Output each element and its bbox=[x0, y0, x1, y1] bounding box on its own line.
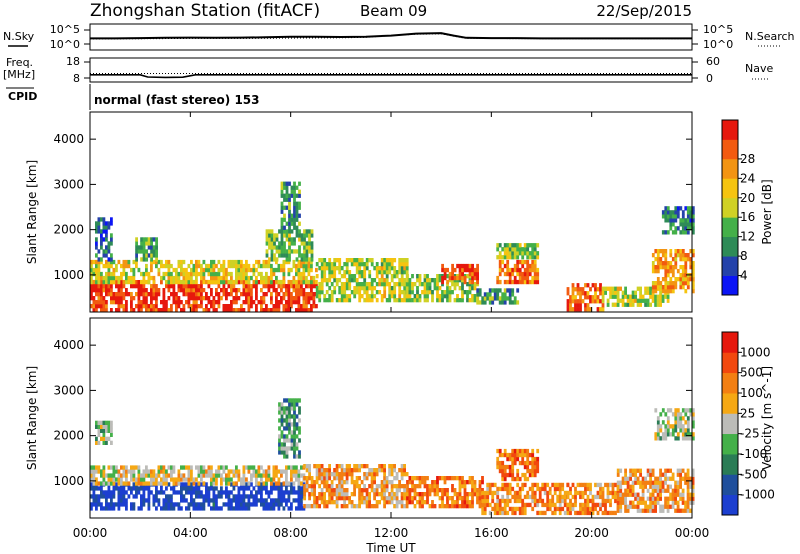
figure-title: Zhongshan Station (fitACF) bbox=[90, 1, 320, 21]
power-colorbar-tick-5: 24 bbox=[740, 171, 755, 185]
power-colorbar-swatch-5 bbox=[722, 178, 738, 199]
xtick-4: 16:00 bbox=[474, 526, 509, 540]
freq-line bbox=[90, 74, 692, 79]
power-colorbar-label: Power [dB] bbox=[760, 179, 774, 244]
date-label: 22/Sep/2015 bbox=[596, 2, 692, 20]
velocity-colorbar-swatch-5 bbox=[722, 393, 738, 414]
xtick-6: 00:00 bbox=[675, 526, 710, 540]
noise-tick-1e0-right: 10^0 bbox=[703, 38, 733, 51]
velocity-ytick-1: 2000 bbox=[53, 429, 84, 443]
noise-panel: 10^5 10^0 10^5 10^0 N.Sky N.Search bbox=[3, 23, 795, 51]
cpid-value: normal (fast stereo) 153 bbox=[94, 93, 260, 107]
power-ytick-3: 4000 bbox=[53, 132, 84, 146]
mhz-label: [MHz] bbox=[3, 68, 35, 81]
noise-tick-1e5-right: 10^5 bbox=[703, 23, 733, 36]
power-ytick-0: 1000 bbox=[53, 268, 84, 282]
velocity-colorbar-tick-6: -500 bbox=[740, 467, 767, 481]
velocity-colorbar-swatch-3 bbox=[722, 433, 738, 455]
nave-tick-0: 0 bbox=[706, 72, 713, 85]
power-colorbar-swatch-4 bbox=[722, 197, 738, 218]
velocity-ylabel: Slant Range [km] bbox=[25, 366, 39, 470]
xtick-0: 00:00 bbox=[73, 526, 108, 540]
velocity-colorbar-tick-7: -1000 bbox=[740, 488, 775, 502]
cpid-panel: CPID normal (fast stereo) 153 bbox=[6, 84, 260, 110]
power-colorbar-tick-4: 20 bbox=[740, 191, 755, 205]
power-colorbar-swatch-6 bbox=[722, 158, 738, 179]
freq-tick-18: 18 bbox=[66, 55, 80, 68]
velocity-colorbar-swatch-2 bbox=[722, 454, 738, 475]
cpid-label: CPID bbox=[8, 90, 37, 103]
velocity-colorbar-swatch-1 bbox=[722, 474, 738, 496]
power-colorbar-tick-0: 4 bbox=[740, 269, 748, 283]
power-panel: 1000 2000 3000 4000 Slant Range [km] 4 8 12 16… bbox=[25, 111, 774, 313]
velocity-xlabel: Time UT bbox=[365, 541, 416, 554]
power-ytick-2: 3000 bbox=[53, 177, 84, 191]
power-colorbar-swatch-3 bbox=[722, 217, 738, 238]
nsearch-label: N.Search bbox=[745, 30, 795, 43]
power-colorbar-swatch-8 bbox=[722, 120, 738, 140]
nave-tick-60: 60 bbox=[706, 55, 720, 68]
power-colorbar-swatch-0 bbox=[722, 275, 738, 296]
velocity-colorbar-swatch-8 bbox=[722, 332, 738, 353]
velocity-colorbar-tick-3: 25 bbox=[740, 406, 755, 420]
power-colorbar-tick-2: 12 bbox=[740, 230, 755, 244]
velocity-colorbar-tick-2: 100 bbox=[740, 386, 763, 400]
xtick-3: 12:00 bbox=[374, 526, 409, 540]
velocity-ytick-2: 3000 bbox=[53, 383, 84, 397]
beam-label: Beam 09 bbox=[360, 2, 427, 20]
power-colorbar-tick-1: 8 bbox=[740, 249, 748, 263]
power-ytick-1: 2000 bbox=[53, 223, 84, 237]
nsky-label: N.Sky bbox=[3, 30, 35, 43]
power-colorbar-swatch-7 bbox=[722, 139, 738, 160]
velocity-ytick-3: 4000 bbox=[53, 338, 84, 352]
xtick-2: 08:00 bbox=[273, 526, 308, 540]
velocity-colorbar-swatch-0 bbox=[722, 494, 738, 516]
power-ylabel: Slant Range [km] bbox=[25, 160, 39, 264]
xtick-1: 04:00 bbox=[173, 526, 208, 540]
velocity-colorbar-label: Velocity [m s^-1] bbox=[760, 366, 774, 470]
velocity-panel: 1000 2000 3000 4000 00:00 04:00 08:00 12:00 16:… bbox=[25, 112, 775, 554]
velocity-colorbar-tick-4: -25 bbox=[740, 427, 760, 441]
velocity-colorbar-tick-0: 1000 bbox=[740, 345, 771, 359]
xtick-5: 20:00 bbox=[574, 526, 609, 540]
velocity-colorbar-tick-1: 500 bbox=[740, 366, 763, 380]
freq-label: Freq. bbox=[6, 56, 33, 69]
velocity-colorbar-swatch-7 bbox=[722, 352, 738, 374]
noise-tick-1e5-left: 10^5 bbox=[50, 23, 80, 36]
freq-tick-8: 8 bbox=[73, 72, 80, 85]
frequency-panel: 18 8 60 0 Freq. [MHz] Nave bbox=[3, 55, 773, 85]
power-colorbar-swatch-1 bbox=[722, 256, 738, 276]
velocity-ytick-0: 1000 bbox=[53, 474, 84, 488]
nave-label: Nave bbox=[745, 62, 773, 75]
velocity-colorbar-swatch-6 bbox=[722, 372, 738, 394]
noise-tick-1e0-left: 10^0 bbox=[50, 38, 80, 51]
nsky-line bbox=[90, 32, 692, 40]
power-colorbar-swatch-2 bbox=[722, 236, 738, 257]
power-colorbar-tick-3: 16 bbox=[740, 210, 755, 224]
power-heatmap bbox=[90, 181, 695, 313]
nsearch-line bbox=[89, 33, 692, 40]
velocity-heatmap bbox=[90, 398, 695, 516]
power-colorbar-tick-6: 28 bbox=[740, 152, 755, 166]
velocity-colorbar-swatch-4 bbox=[722, 413, 738, 435]
velocity-colorbar-tick-5: -100 bbox=[740, 447, 767, 461]
